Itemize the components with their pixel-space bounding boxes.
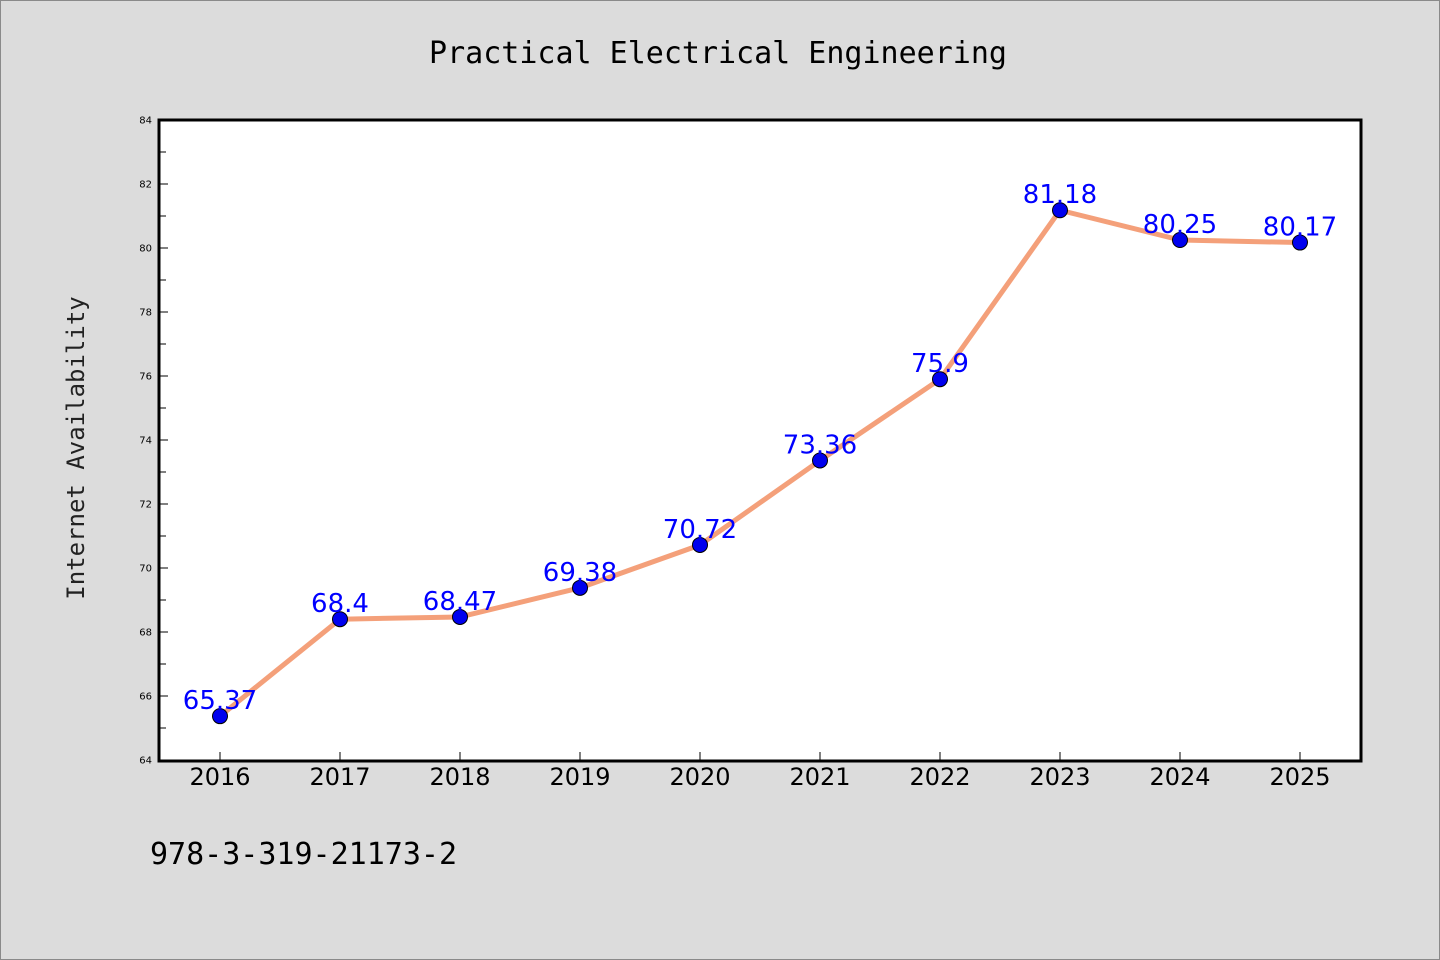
chart-title: Practical Electrical Engineering <box>429 36 1007 71</box>
data-point <box>1172 232 1188 248</box>
x-tick-label: 2016 <box>189 763 250 791</box>
series-polyline <box>217 207 1303 719</box>
data-label: 68.4 <box>311 589 369 619</box>
x-tick-label: 2025 <box>1269 763 1330 791</box>
data-point <box>812 452 828 469</box>
data-point <box>332 611 348 628</box>
data-point <box>692 536 708 553</box>
data-point <box>572 579 588 596</box>
y-tick-label: 66 <box>139 692 152 703</box>
series-line: 65.37 68.4 68.47 69.38 70.72 73.36 75.9 81.18 80… <box>183 180 1337 725</box>
isbn-text: 978-3-319-21173-2 <box>150 837 457 872</box>
data-label: 81.18 <box>1023 180 1097 210</box>
y-tick-label: 70 <box>139 564 152 575</box>
y-axis: 64 66 68 70 72 74 76 78 80 82 84 <box>139 116 168 767</box>
data-point <box>452 608 468 625</box>
x-axis: 2016 2017 2018 2019 2020 2021 2022 2023 2024 2025 <box>189 752 1331 791</box>
y-tick-label: 76 <box>139 372 152 383</box>
y-tick-label: 64 <box>139 756 152 767</box>
data-label: 75.9 <box>911 349 969 379</box>
y-tick-label: 78 <box>139 308 152 319</box>
x-tick-label: 2018 <box>429 763 490 791</box>
data-point <box>1052 202 1068 219</box>
data-label: 80.17 <box>1263 213 1337 243</box>
y-tick-label: 68 <box>139 628 152 639</box>
data-point <box>932 371 948 388</box>
data-point <box>1292 234 1308 251</box>
data-label: 69.38 <box>543 558 617 588</box>
x-tick-label: 2021 <box>789 763 850 791</box>
data-label: 73.36 <box>783 430 857 460</box>
data-label: 80.25 <box>1143 210 1217 240</box>
x-tick-label: 2019 <box>549 763 610 791</box>
data-label: 70.72 <box>663 515 737 545</box>
x-tick-label: 2023 <box>1029 763 1090 791</box>
x-tick-label: 2024 <box>1149 763 1210 791</box>
x-tick-label: 2022 <box>909 763 970 791</box>
x-tick-label: 2017 <box>309 763 370 791</box>
y-tick-label: 74 <box>139 436 152 447</box>
data-label: 68.47 <box>423 587 497 617</box>
y-tick-label: 72 <box>139 500 152 511</box>
y-tick-label: 82 <box>139 180 152 191</box>
data-point <box>212 708 228 725</box>
plot-area <box>157 118 1363 763</box>
y-axis-label: Internet Availability <box>62 296 90 599</box>
y-tick-label: 80 <box>139 244 152 255</box>
y-tick-label: 84 <box>139 116 152 127</box>
data-label: 65.37 <box>183 686 257 716</box>
x-tick-label: 2020 <box>669 763 730 791</box>
